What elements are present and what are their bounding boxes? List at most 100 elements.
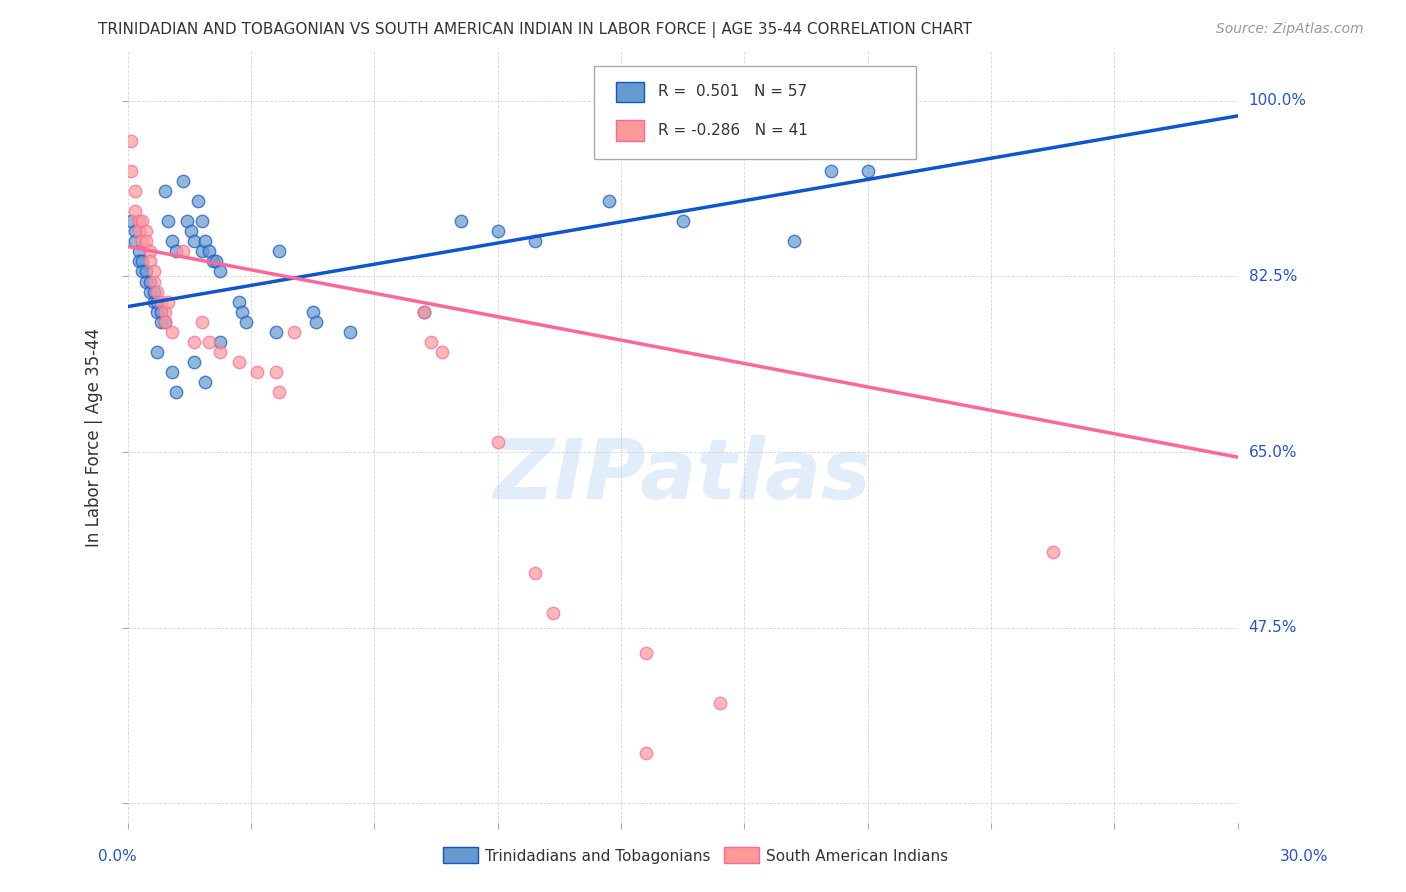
Point — [450, 214, 472, 228]
Point — [1042, 545, 1064, 559]
Point — [820, 164, 842, 178]
Point — [201, 254, 224, 268]
Text: 100.0%: 100.0% — [1249, 94, 1306, 108]
Text: R =  0.501   N = 57: R = 0.501 N = 57 — [658, 84, 807, 99]
Point — [782, 235, 804, 249]
Point — [139, 244, 162, 259]
Text: ZIPatlas: ZIPatlas — [494, 435, 872, 516]
Point — [157, 214, 180, 228]
Text: 65.0%: 65.0% — [1249, 444, 1298, 459]
Point — [165, 384, 187, 399]
Point — [486, 435, 509, 450]
Point — [149, 294, 172, 309]
Point — [149, 315, 172, 329]
Point — [283, 325, 305, 339]
Point — [486, 224, 509, 238]
Point — [124, 204, 146, 219]
Point — [709, 696, 731, 710]
Point — [172, 244, 194, 259]
Point — [135, 275, 157, 289]
Point — [235, 315, 257, 329]
Point — [128, 224, 150, 238]
Point — [856, 164, 879, 178]
Point — [246, 365, 269, 379]
FancyBboxPatch shape — [593, 66, 915, 159]
Point — [183, 355, 205, 369]
Point — [124, 184, 146, 198]
Text: R = -0.286   N = 41: R = -0.286 N = 41 — [658, 123, 808, 137]
Point — [131, 254, 153, 268]
Point — [124, 235, 146, 249]
Point — [153, 315, 176, 329]
Point — [131, 235, 153, 249]
Point — [301, 304, 323, 318]
Y-axis label: In Labor Force | Age 35-44: In Labor Force | Age 35-44 — [86, 327, 103, 547]
Point — [153, 315, 176, 329]
Point — [190, 315, 212, 329]
Point — [142, 294, 165, 309]
Point — [634, 746, 657, 760]
Point — [541, 606, 564, 620]
Point — [634, 646, 657, 660]
Bar — [616, 81, 644, 103]
Point — [142, 275, 165, 289]
Point — [142, 264, 165, 278]
Point — [153, 304, 176, 318]
Point — [165, 244, 187, 259]
Point — [190, 244, 212, 259]
Point — [190, 214, 212, 228]
Point — [135, 264, 157, 278]
Point — [198, 244, 221, 259]
Point — [149, 304, 172, 318]
Point — [146, 344, 169, 359]
Point — [228, 294, 250, 309]
Point — [128, 244, 150, 259]
Point — [176, 214, 198, 228]
Point — [120, 214, 142, 228]
Text: Source: ZipAtlas.com: Source: ZipAtlas.com — [1216, 22, 1364, 37]
Point — [172, 174, 194, 188]
Point — [305, 315, 328, 329]
Point — [231, 304, 253, 318]
Point — [157, 294, 180, 309]
Point — [160, 325, 183, 339]
Point — [183, 235, 205, 249]
Point — [135, 235, 157, 249]
Point — [269, 244, 291, 259]
Point — [183, 334, 205, 349]
Text: 30.0%: 30.0% — [1281, 849, 1329, 864]
Point — [146, 294, 169, 309]
Point — [228, 355, 250, 369]
Point — [209, 334, 232, 349]
Point — [205, 254, 228, 268]
Point — [120, 164, 142, 178]
Point — [264, 325, 287, 339]
Point — [128, 214, 150, 228]
Text: Trinidadians and Tobagonians: Trinidadians and Tobagonians — [485, 849, 710, 864]
Point — [153, 184, 176, 198]
Point — [135, 224, 157, 238]
Point — [179, 224, 201, 238]
Point — [124, 224, 146, 238]
Point — [420, 334, 443, 349]
Point — [128, 254, 150, 268]
Point — [139, 275, 162, 289]
Point — [412, 304, 434, 318]
Text: 47.5%: 47.5% — [1249, 620, 1296, 635]
Text: 82.5%: 82.5% — [1249, 269, 1296, 284]
Point — [598, 194, 620, 209]
Point — [146, 285, 169, 299]
Point — [139, 285, 162, 299]
Point — [131, 264, 153, 278]
Point — [142, 285, 165, 299]
Text: 0.0%: 0.0% — [98, 849, 138, 864]
Point — [194, 235, 217, 249]
Point — [139, 254, 162, 268]
Point — [523, 566, 546, 580]
Bar — [616, 120, 644, 141]
Point — [264, 365, 287, 379]
Text: TRINIDADIAN AND TOBAGONIAN VS SOUTH AMERICAN INDIAN IN LABOR FORCE | AGE 35-44 C: TRINIDADIAN AND TOBAGONIAN VS SOUTH AMER… — [98, 22, 973, 38]
Point — [146, 304, 169, 318]
Point — [671, 214, 693, 228]
Point — [269, 384, 291, 399]
